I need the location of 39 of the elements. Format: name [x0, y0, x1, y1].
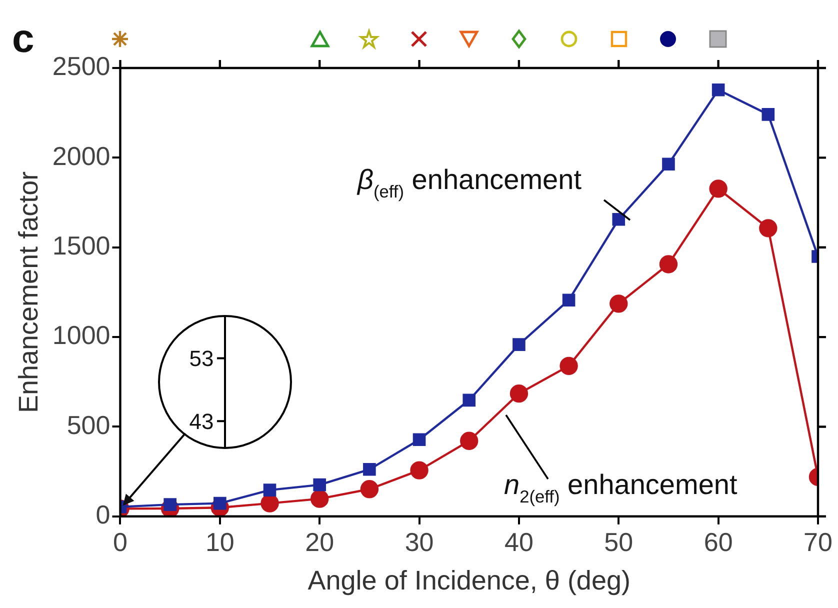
x-tick-label: 10: [205, 527, 234, 558]
point: [759, 219, 778, 238]
point: [612, 212, 626, 226]
point: [313, 478, 326, 492]
x-axis-title: Angle of Incidence, θ (deg): [308, 565, 630, 596]
x-tick-label: 30: [404, 527, 434, 558]
text: c: [12, 17, 34, 61]
point: [662, 158, 675, 171]
point: [360, 480, 379, 498]
point: [363, 463, 376, 476]
y-axis-title: Enhancement factor: [14, 171, 44, 414]
annotation: 53: [189, 346, 214, 372]
y-tick-label: 2000: [52, 140, 110, 171]
x-tick-label: 50: [604, 527, 634, 558]
y-tick-label: 1000: [52, 320, 110, 350]
point: [712, 83, 725, 96]
point: [512, 338, 526, 351]
point: [560, 356, 578, 376]
y-tick-label: 1500: [52, 230, 110, 261]
point: [659, 255, 678, 274]
point: [610, 294, 628, 313]
annotation: 43: [189, 408, 214, 434]
point: [412, 433, 426, 446]
x-tick-label: 20: [305, 527, 334, 558]
point: [562, 294, 576, 306]
point: [263, 484, 276, 496]
x-tick-label: 70: [804, 527, 832, 558]
point: [410, 461, 428, 480]
x-tick-label: 40: [504, 527, 534, 558]
y-tick-label: 2500: [52, 51, 110, 82]
x-tick-label: 60: [704, 527, 733, 558]
point: [510, 384, 528, 403]
point: [462, 394, 476, 407]
y-tick-label: 0: [96, 500, 110, 530]
point: [762, 108, 775, 121]
y-tick-label: 500: [66, 410, 110, 440]
point: [709, 180, 728, 198]
point: [460, 432, 478, 450]
point: [310, 490, 329, 508]
